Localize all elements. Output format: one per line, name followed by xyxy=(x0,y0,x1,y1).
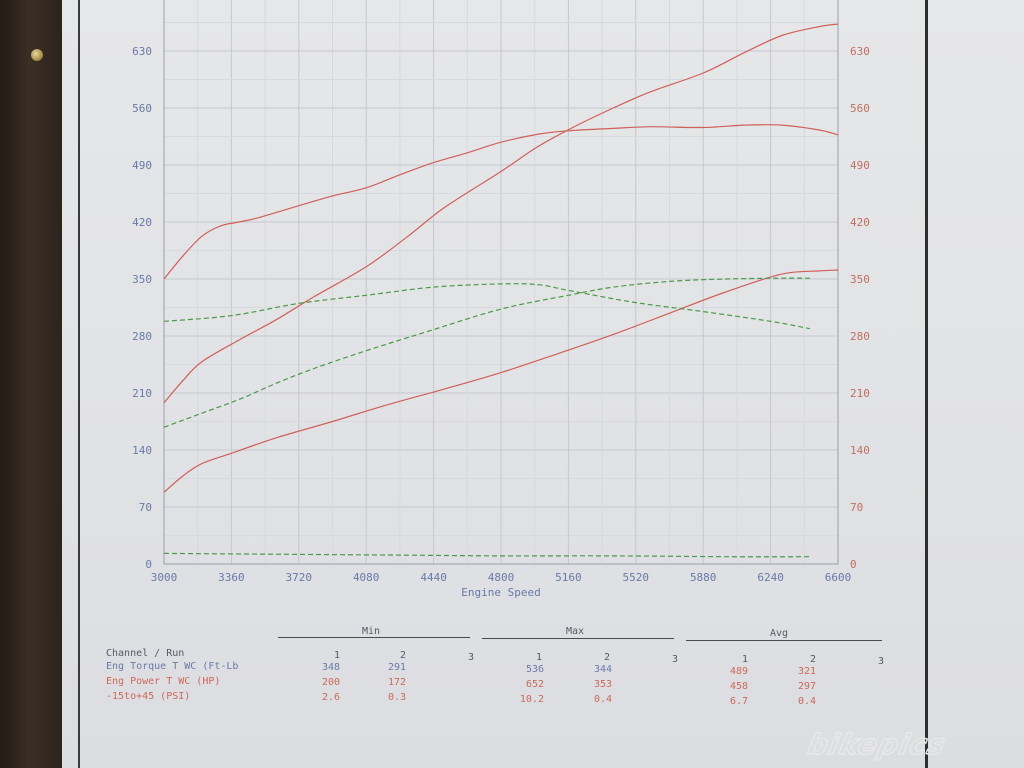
y-right-tick-label: 420 xyxy=(850,216,870,229)
rule-max xyxy=(482,638,674,639)
channel-run-header: Channel / Run xyxy=(106,648,185,659)
x-tick-label: 6240 xyxy=(757,571,784,584)
cell-boost-min-2: 0.3 xyxy=(387,692,406,703)
x-axis-label: Engine Speed xyxy=(461,586,540,599)
channel-name-power: Eng Power T WC (HP) xyxy=(106,676,221,687)
run-label: 2 xyxy=(604,652,611,663)
x-tick-label: 6600 xyxy=(825,571,852,584)
cell-torque-avg-1: 489 xyxy=(729,666,748,677)
x-tick-label: 5160 xyxy=(555,571,582,584)
y-right-tick-label: 210 xyxy=(850,387,870,400)
run-label: 2 xyxy=(400,650,407,661)
y-left-tick-label: 140 xyxy=(132,444,152,457)
y-right-tick-label: 70 xyxy=(850,501,863,514)
x-tick-label: 3720 xyxy=(286,571,313,584)
y-right-tick-label: 280 xyxy=(850,330,870,343)
run-label: 2 xyxy=(810,654,817,665)
chart-grid xyxy=(164,0,838,564)
x-tick-label: 5880 xyxy=(690,571,717,584)
cell-power-avg-1: 458 xyxy=(729,681,748,692)
group-header-avg: Avg xyxy=(770,628,789,639)
x-tick-label: 3360 xyxy=(218,571,245,584)
cell-boost-max-1: 10.2 xyxy=(519,694,544,705)
page-border-right xyxy=(925,0,928,768)
desk-background xyxy=(0,0,66,768)
rule-avg xyxy=(686,640,882,641)
chart-series xyxy=(163,23,839,558)
y-left-tick-label: 420 xyxy=(132,216,152,229)
channel-name-boost: -15to+45 (PSI) xyxy=(106,691,191,702)
cell-boost-min-1: 2.6 xyxy=(321,692,340,703)
cell-power-max-1: 652 xyxy=(525,679,544,690)
y-left-tick-label: 630 xyxy=(132,45,152,58)
y-axis-right-ticks: 0 70 140 210 280 350 420 490 560 630 xyxy=(850,45,870,571)
cell-torque-max-1: 536 xyxy=(525,664,544,675)
y-left-tick-label: 210 xyxy=(132,387,152,400)
page-border-left xyxy=(78,0,80,768)
cell-boost-max-2: 0.4 xyxy=(593,694,612,705)
series-line-1 xyxy=(163,124,839,280)
y-left-tick-label: 0 xyxy=(145,558,152,571)
x-tick-label: 5520 xyxy=(623,571,650,584)
cell-power-min-2: 172 xyxy=(387,677,406,688)
group-header-max: Max xyxy=(566,626,585,637)
run-label: 1 xyxy=(742,654,749,665)
y-right-tick-label: 630 xyxy=(850,45,870,58)
run-label: 3 xyxy=(878,656,885,667)
run-label: 3 xyxy=(672,654,679,665)
series-line-3 xyxy=(163,269,839,493)
series-line-6 xyxy=(163,552,810,558)
run-label: 1 xyxy=(334,650,341,661)
cell-boost-avg-2: 0.4 xyxy=(797,696,816,707)
cell-torque-max-2: 344 xyxy=(593,664,612,675)
cell-power-max-2: 353 xyxy=(593,679,612,690)
x-axis-ticks: 3000 3360 3720 4080 4440 4800 5160 5520 5880 6240… xyxy=(151,571,852,584)
x-tick-label: 3000 xyxy=(151,571,178,584)
group-header-min: Min xyxy=(362,626,381,637)
cell-boost-avg-1: 6.7 xyxy=(729,696,748,707)
y-left-tick-label: 350 xyxy=(132,273,152,286)
x-tick-label: 4800 xyxy=(488,571,515,584)
y-left-tick-label: 700 xyxy=(132,0,152,1)
y-left-tick-label: 560 xyxy=(132,102,152,115)
series-line-2 xyxy=(163,23,839,404)
y-axis-left-ticks: 0 70 140 210 280 350 420 490 560 630 700 xyxy=(132,0,152,571)
run-label: 1 xyxy=(536,652,543,663)
y-left-tick-label: 70 xyxy=(139,501,152,514)
y-left-tick-label: 490 xyxy=(132,159,152,172)
series-line-4 xyxy=(163,283,811,330)
y-right-tick-label: 490 xyxy=(850,159,870,172)
run-label: 3 xyxy=(468,652,475,663)
cell-power-avg-2: 297 xyxy=(797,681,816,692)
x-tick-label: 4080 xyxy=(353,571,380,584)
watermark-logo: bikepics xyxy=(804,727,950,762)
cell-power-min-1: 200 xyxy=(321,677,340,688)
y-right-tick-label: 0 xyxy=(850,558,857,571)
channel-name-torque: Eng Torque T WC (Ft-Lb xyxy=(106,661,239,672)
cell-torque-avg-2: 321 xyxy=(797,666,816,677)
push-pin xyxy=(31,49,43,61)
cell-torque-min-2: 291 xyxy=(387,662,406,673)
y-right-tick-label: 350 xyxy=(850,273,870,286)
y-right-tick-label: 560 xyxy=(850,102,870,115)
series-line-5 xyxy=(163,277,810,428)
cell-torque-min-1: 348 xyxy=(321,662,340,673)
y-left-tick-label: 280 xyxy=(132,330,152,343)
rule-min xyxy=(278,637,470,638)
x-tick-label: 4440 xyxy=(420,571,447,584)
y-right-tick-label: 140 xyxy=(850,444,870,457)
